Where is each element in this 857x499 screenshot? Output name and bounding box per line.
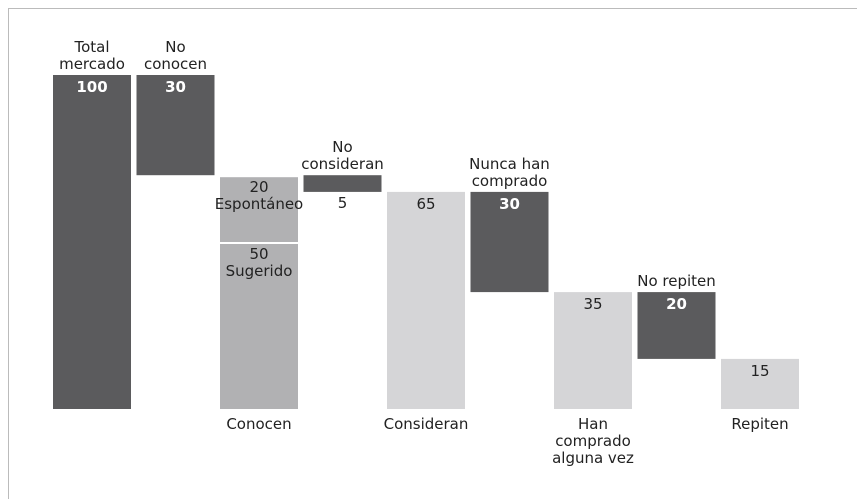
step-label: No consideran	[301, 138, 384, 174]
step-label: No repiten	[637, 272, 716, 291]
step-label: Repiten	[731, 415, 789, 433]
step-label: Consideran	[383, 415, 469, 433]
segment-name: Espontáneo	[214, 195, 304, 214]
step-label: No conocen	[143, 38, 208, 73]
bar	[470, 191, 549, 293]
segment-name: Sugerido	[225, 262, 293, 280]
segment-value: 20	[249, 178, 269, 197]
bar	[53, 75, 131, 409]
frame	[8, 8, 857, 499]
bar-segment	[220, 244, 298, 409]
segment-value: 50	[249, 245, 269, 263]
value-label: 5	[337, 193, 348, 212]
value-label: 20	[666, 295, 687, 314]
value-label: 65	[416, 194, 436, 213]
bar-segment	[220, 177, 298, 242]
value-label: 100	[76, 78, 108, 96]
bar	[387, 191, 465, 409]
value-label: 35	[583, 295, 603, 314]
value-label: 15	[750, 361, 770, 380]
bar	[554, 292, 632, 409]
bar	[303, 175, 382, 192]
step-label: Total mercado	[59, 38, 125, 73]
bar	[721, 358, 799, 409]
bar	[637, 292, 716, 359]
value-label: 30	[499, 194, 520, 213]
value-label: 30	[165, 78, 186, 96]
step-label: Conocen	[226, 415, 292, 433]
step-label: Han comprado alguna vez	[552, 415, 634, 467]
bar	[136, 75, 215, 176]
step-label: Nunca han comprado	[469, 154, 550, 190]
